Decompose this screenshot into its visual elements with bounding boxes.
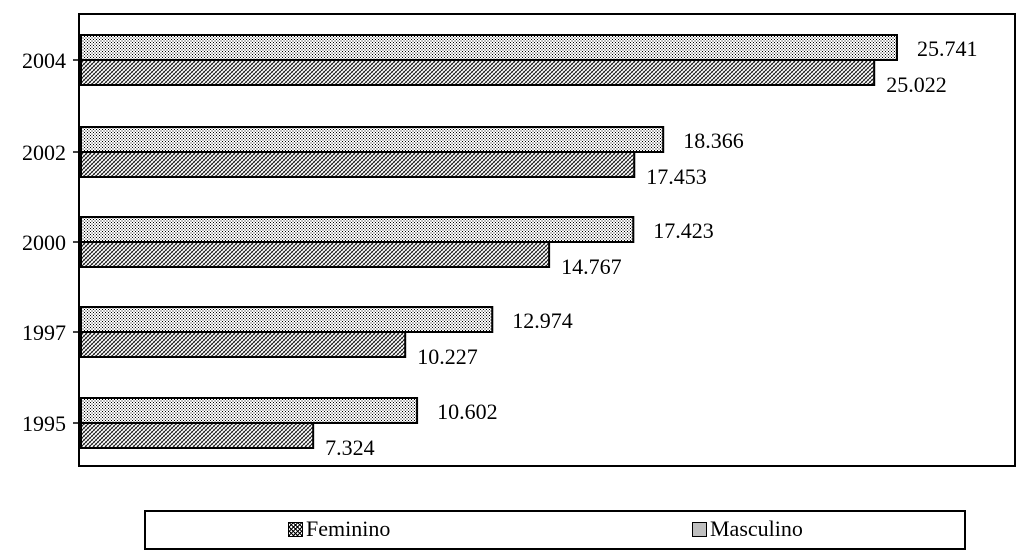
y-axis-ticks <box>73 59 79 424</box>
bar-feminino-1995 <box>80 422 315 449</box>
value-label-masculino-1997: 12.974 <box>512 308 573 333</box>
value-label-masculino-1995: 10.602 <box>437 399 498 424</box>
bar-masculino-2004 <box>80 34 898 61</box>
legend-label-feminino: Feminino <box>306 516 391 541</box>
value-label-masculino-2002: 18.366 <box>683 128 744 153</box>
legend-item-masculino: Masculino <box>692 516 803 542</box>
legend-swatch-masculino <box>692 521 707 537</box>
bar-feminino-2002 <box>80 151 636 178</box>
bar-masculino-2002 <box>80 126 665 153</box>
value-label-feminino-2000: 14.767 <box>561 254 622 279</box>
bar-feminino-2004 <box>80 59 876 86</box>
bar-masculino-1997 <box>80 306 494 333</box>
legend: Feminino Masculino <box>144 510 966 550</box>
legend-swatch-feminino <box>288 521 303 537</box>
value-label-feminino-2002: 17.453 <box>646 164 707 189</box>
value-label-masculino-2000: 17.423 <box>653 218 714 243</box>
category-label-2002: 2002 <box>22 140 66 165</box>
category-label-1995: 1995 <box>22 411 66 436</box>
category-label-2004: 2004 <box>22 48 66 73</box>
bars <box>80 34 898 449</box>
bar-masculino-2000 <box>80 216 635 243</box>
category-label-1997: 1997 <box>22 320 66 345</box>
value-label-feminino-2004: 25.022 <box>886 72 947 97</box>
bar-feminino-1997 <box>80 331 407 358</box>
category-label-2000: 2000 <box>22 230 66 255</box>
bar-feminino-2000 <box>80 241 551 268</box>
bar-masculino-1995 <box>80 397 419 424</box>
labels: 10.602 7.324 1995 12.974 10.227 1997 17.423 14.… <box>22 36 977 460</box>
legend-item-feminino: Feminino <box>288 516 390 542</box>
value-label-masculino-2004: 25.741 <box>917 36 978 61</box>
legend-label-masculino: Masculino <box>710 516 803 541</box>
value-label-feminino-1997: 10.227 <box>417 344 478 369</box>
value-label-feminino-1995: 7.324 <box>325 435 375 460</box>
